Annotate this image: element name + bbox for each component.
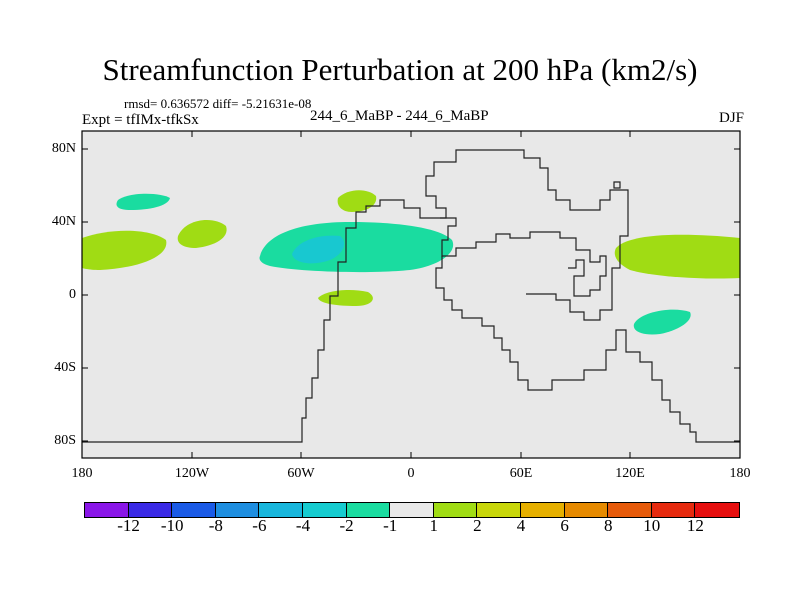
colorbar-swatch [433,503,478,517]
colorbar-swatch [695,503,739,517]
colorbar-label: 6 [560,516,569,535]
case-label: 244_6_MaBP - 244_6_MaBP [310,108,489,124]
colorbar-label: 10 [643,516,661,535]
y-tick-label: 0 [69,287,76,302]
colorbar-swatch [346,503,391,517]
anomaly-positive [318,290,373,306]
map-background [82,131,740,458]
colorbar-swatch [477,503,521,517]
x-tick-label: 120W [174,466,210,481]
y-tick-label: 40S [54,360,76,375]
land-boundary [82,199,440,443]
colorbar-swatch [651,503,696,517]
x-tick-label: 120E [615,466,645,481]
colorbar-swatch [564,503,609,517]
x-tick-label: 60E [509,466,533,481]
colorbar-label: 4 [516,516,526,535]
y-tick-label: 40N [51,214,76,229]
colorbar-label: 1 [429,516,439,535]
experiment-label: Expt = tfIMx-tfkSx [82,112,199,128]
x-tick-label: 60W [287,466,315,481]
x-tick-label: 180 [729,466,751,481]
land-boundary [613,181,621,189]
colorbar-swatch [520,503,565,517]
colorbar-label: -12 [117,516,140,535]
anomaly-positive [177,220,227,248]
colorbar-label: 12 [686,516,704,535]
colorbar-label: -10 [160,516,184,535]
land-boundary [425,149,629,321]
colorbar-swatch [172,503,216,517]
colorbar-swatch [390,503,434,517]
colorbar-label: -8 [208,516,223,535]
map-frame [81,130,741,459]
anomaly-positive [82,230,167,270]
season-label: DJF [718,110,744,126]
colorbar-swatch [85,503,129,517]
colorbar-swatch [608,503,652,517]
colorbar-label: -6 [252,516,267,535]
x-tick-label: 180 [71,466,93,481]
map-title: Streamfunction Perturbation at 200 hPa (… [102,52,698,87]
continent-outlines [82,149,740,443]
anomaly-negative [116,193,170,210]
anomaly-negative-strong [292,235,345,264]
colorbar [84,502,740,518]
stats-line: rmsd= 0.636572 diff= -5.21631e-08 [124,96,312,111]
colorbar-label: -4 [295,516,311,535]
colorbar-swatch [128,503,173,517]
land-boundary [440,217,607,297]
land-boundary [435,256,740,443]
colorbar-label: 2 [473,516,482,535]
colorbar-label: -1 [383,516,398,535]
colorbar-label: -2 [339,516,354,535]
colorbar-label: 8 [603,516,613,535]
x-tick-label: 0 [407,466,415,481]
y-tick-label: 80N [51,141,76,156]
anomaly-positive [614,234,740,279]
anomaly-negative [633,309,691,335]
colorbar-swatch [302,503,347,517]
colorbar-swatch [259,503,303,517]
colorbar-swatch [215,503,260,517]
axis-ticks [82,131,740,458]
y-tick-label: 80S [54,433,76,448]
